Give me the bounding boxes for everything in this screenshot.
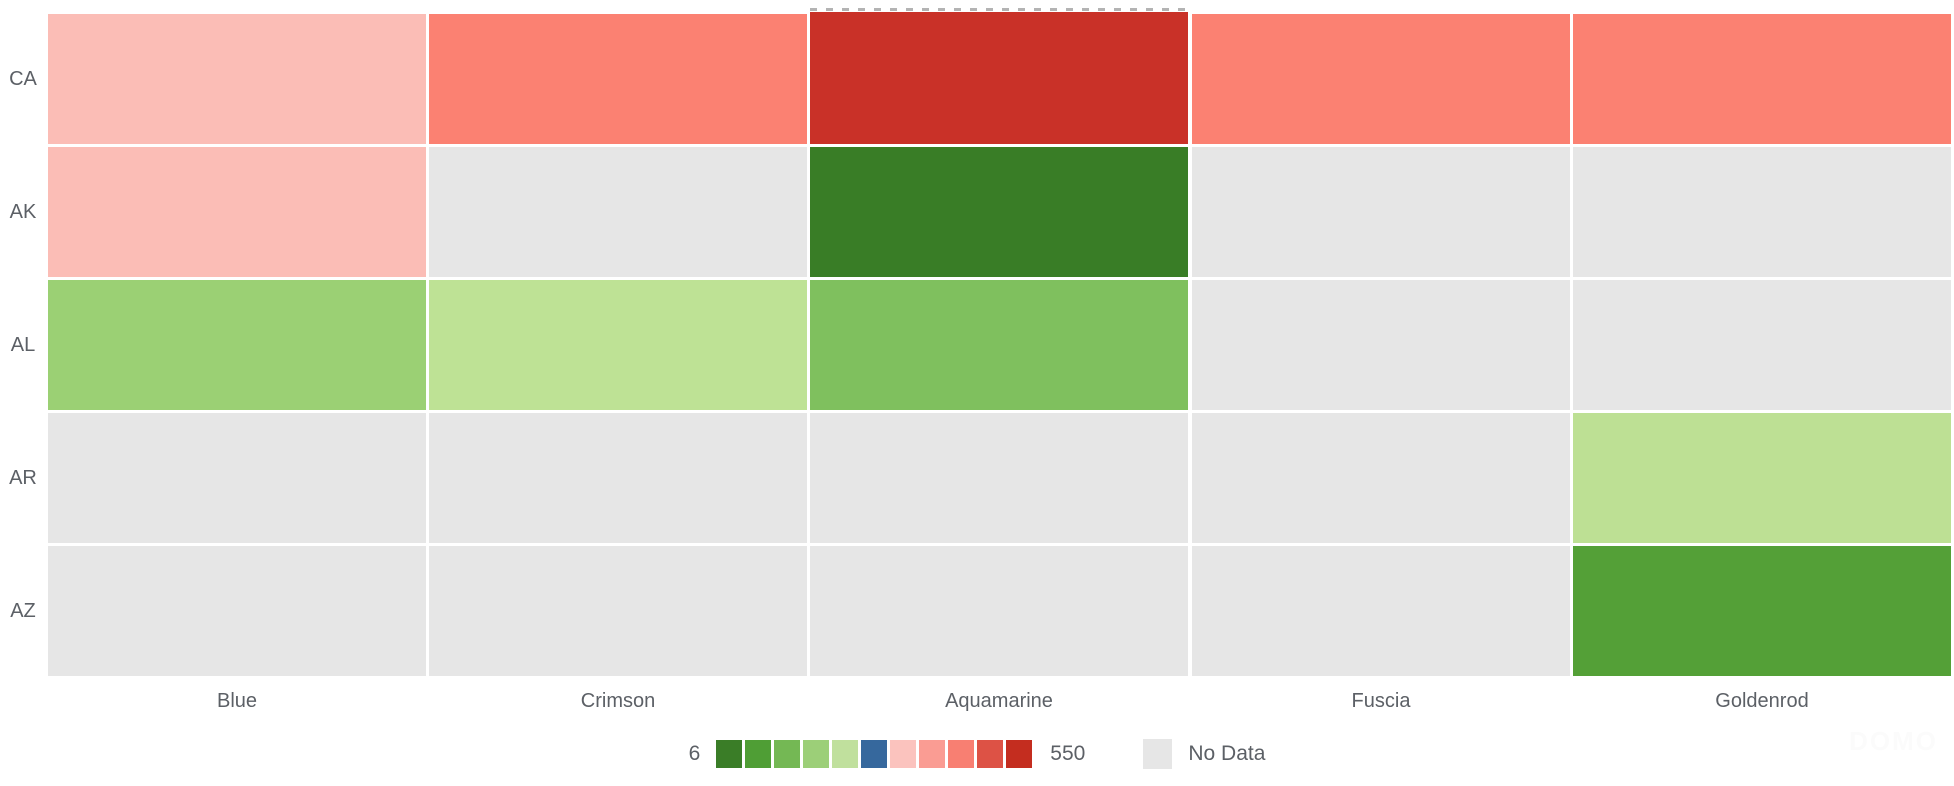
heatmap-cell-CA-Goldenrod[interactable] [1573,14,1951,144]
legend-swatch-10 [1006,740,1033,768]
x-axis-label-Goldenrod: Goldenrod [1715,690,1809,712]
legend-swatch-0 [716,740,743,768]
domo-watermark: DOMO [1849,726,1938,756]
heatmap-cell-AK-Goldenrod[interactable] [1573,147,1951,277]
legend-swatch-6 [890,740,917,768]
heatmap-cell-AR-Goldenrod[interactable] [1573,413,1951,543]
heatmap-cell-AK-Crimson[interactable] [429,147,807,277]
x-axis-label-Aquamarine: Aquamarine [945,690,1053,712]
heatmap-cell-AZ-Aquamarine[interactable] [810,546,1188,676]
heatmap-cell-AL-Crimson[interactable] [429,280,807,410]
legend-swatch-4 [832,740,859,768]
legend-swatch-8 [948,740,975,768]
legend-swatch-7 [919,740,946,768]
heatmap-cell-AR-Fuscia[interactable] [1192,413,1570,543]
y-axis-label-AL: AL [10,334,36,356]
x-axis-label-Fuscia: Fuscia [1351,690,1411,712]
legend: 6 550 No Data [0,738,1954,770]
heatmap-cell-AZ-Goldenrod[interactable] [1573,546,1951,676]
y-axis-label-AK: AK [9,201,37,223]
heatmap-cell-CA-Fuscia[interactable] [1192,14,1570,144]
heatmap-cell-AL-Aquamarine[interactable] [810,280,1188,410]
legend-swatch-1 [745,740,772,768]
x-axis-label-Crimson: Crimson [580,690,656,712]
heatmap-cell-CA-Blue[interactable] [48,14,426,144]
heatmap-cell-AL-Goldenrod[interactable] [1573,280,1951,410]
heatmap-cell-AK-Aquamarine[interactable] [810,147,1188,277]
heatmap-cell-AR-Aquamarine[interactable] [810,413,1188,543]
legend-color-scale [716,740,1033,768]
heatmap-cell-CA-Aquamarine[interactable] [810,12,1188,144]
legend-swatch-3 [803,740,830,768]
heatmap-cell-AK-Blue[interactable] [48,147,426,277]
legend-max-label: 550 [1050,742,1086,765]
x-axis-label-Blue: Blue [216,690,258,712]
legend-swatch-5 [861,740,888,768]
heatmap-cell-CA-Crimson[interactable] [429,14,807,144]
legend-no-data-swatch [1143,739,1173,769]
heatmap-cell-AR-Blue[interactable] [48,413,426,543]
legend-no-data-label: No Data [1188,742,1266,765]
heatmap-cell-AR-Crimson[interactable] [429,413,807,543]
highlighted-cell-dashed-border [810,8,1188,11]
heatmap-cell-AZ-Fuscia[interactable] [1192,546,1570,676]
heatmap-cell-AZ-Blue[interactable] [48,546,426,676]
heatmap-cell-AK-Fuscia[interactable] [1192,147,1570,277]
heatmap-cell-AL-Fuscia[interactable] [1192,280,1570,410]
heatmap-cell-AL-Blue[interactable] [48,280,426,410]
legend-swatch-2 [774,740,801,768]
legend-min-label: 6 [688,742,701,765]
y-axis-label-AZ: AZ [10,600,36,622]
legend-swatch-9 [977,740,1004,768]
heatmap-cell-AZ-Crimson[interactable] [429,546,807,676]
y-axis-label-CA: CA [9,68,37,90]
y-axis-label-AR: AR [9,467,37,489]
